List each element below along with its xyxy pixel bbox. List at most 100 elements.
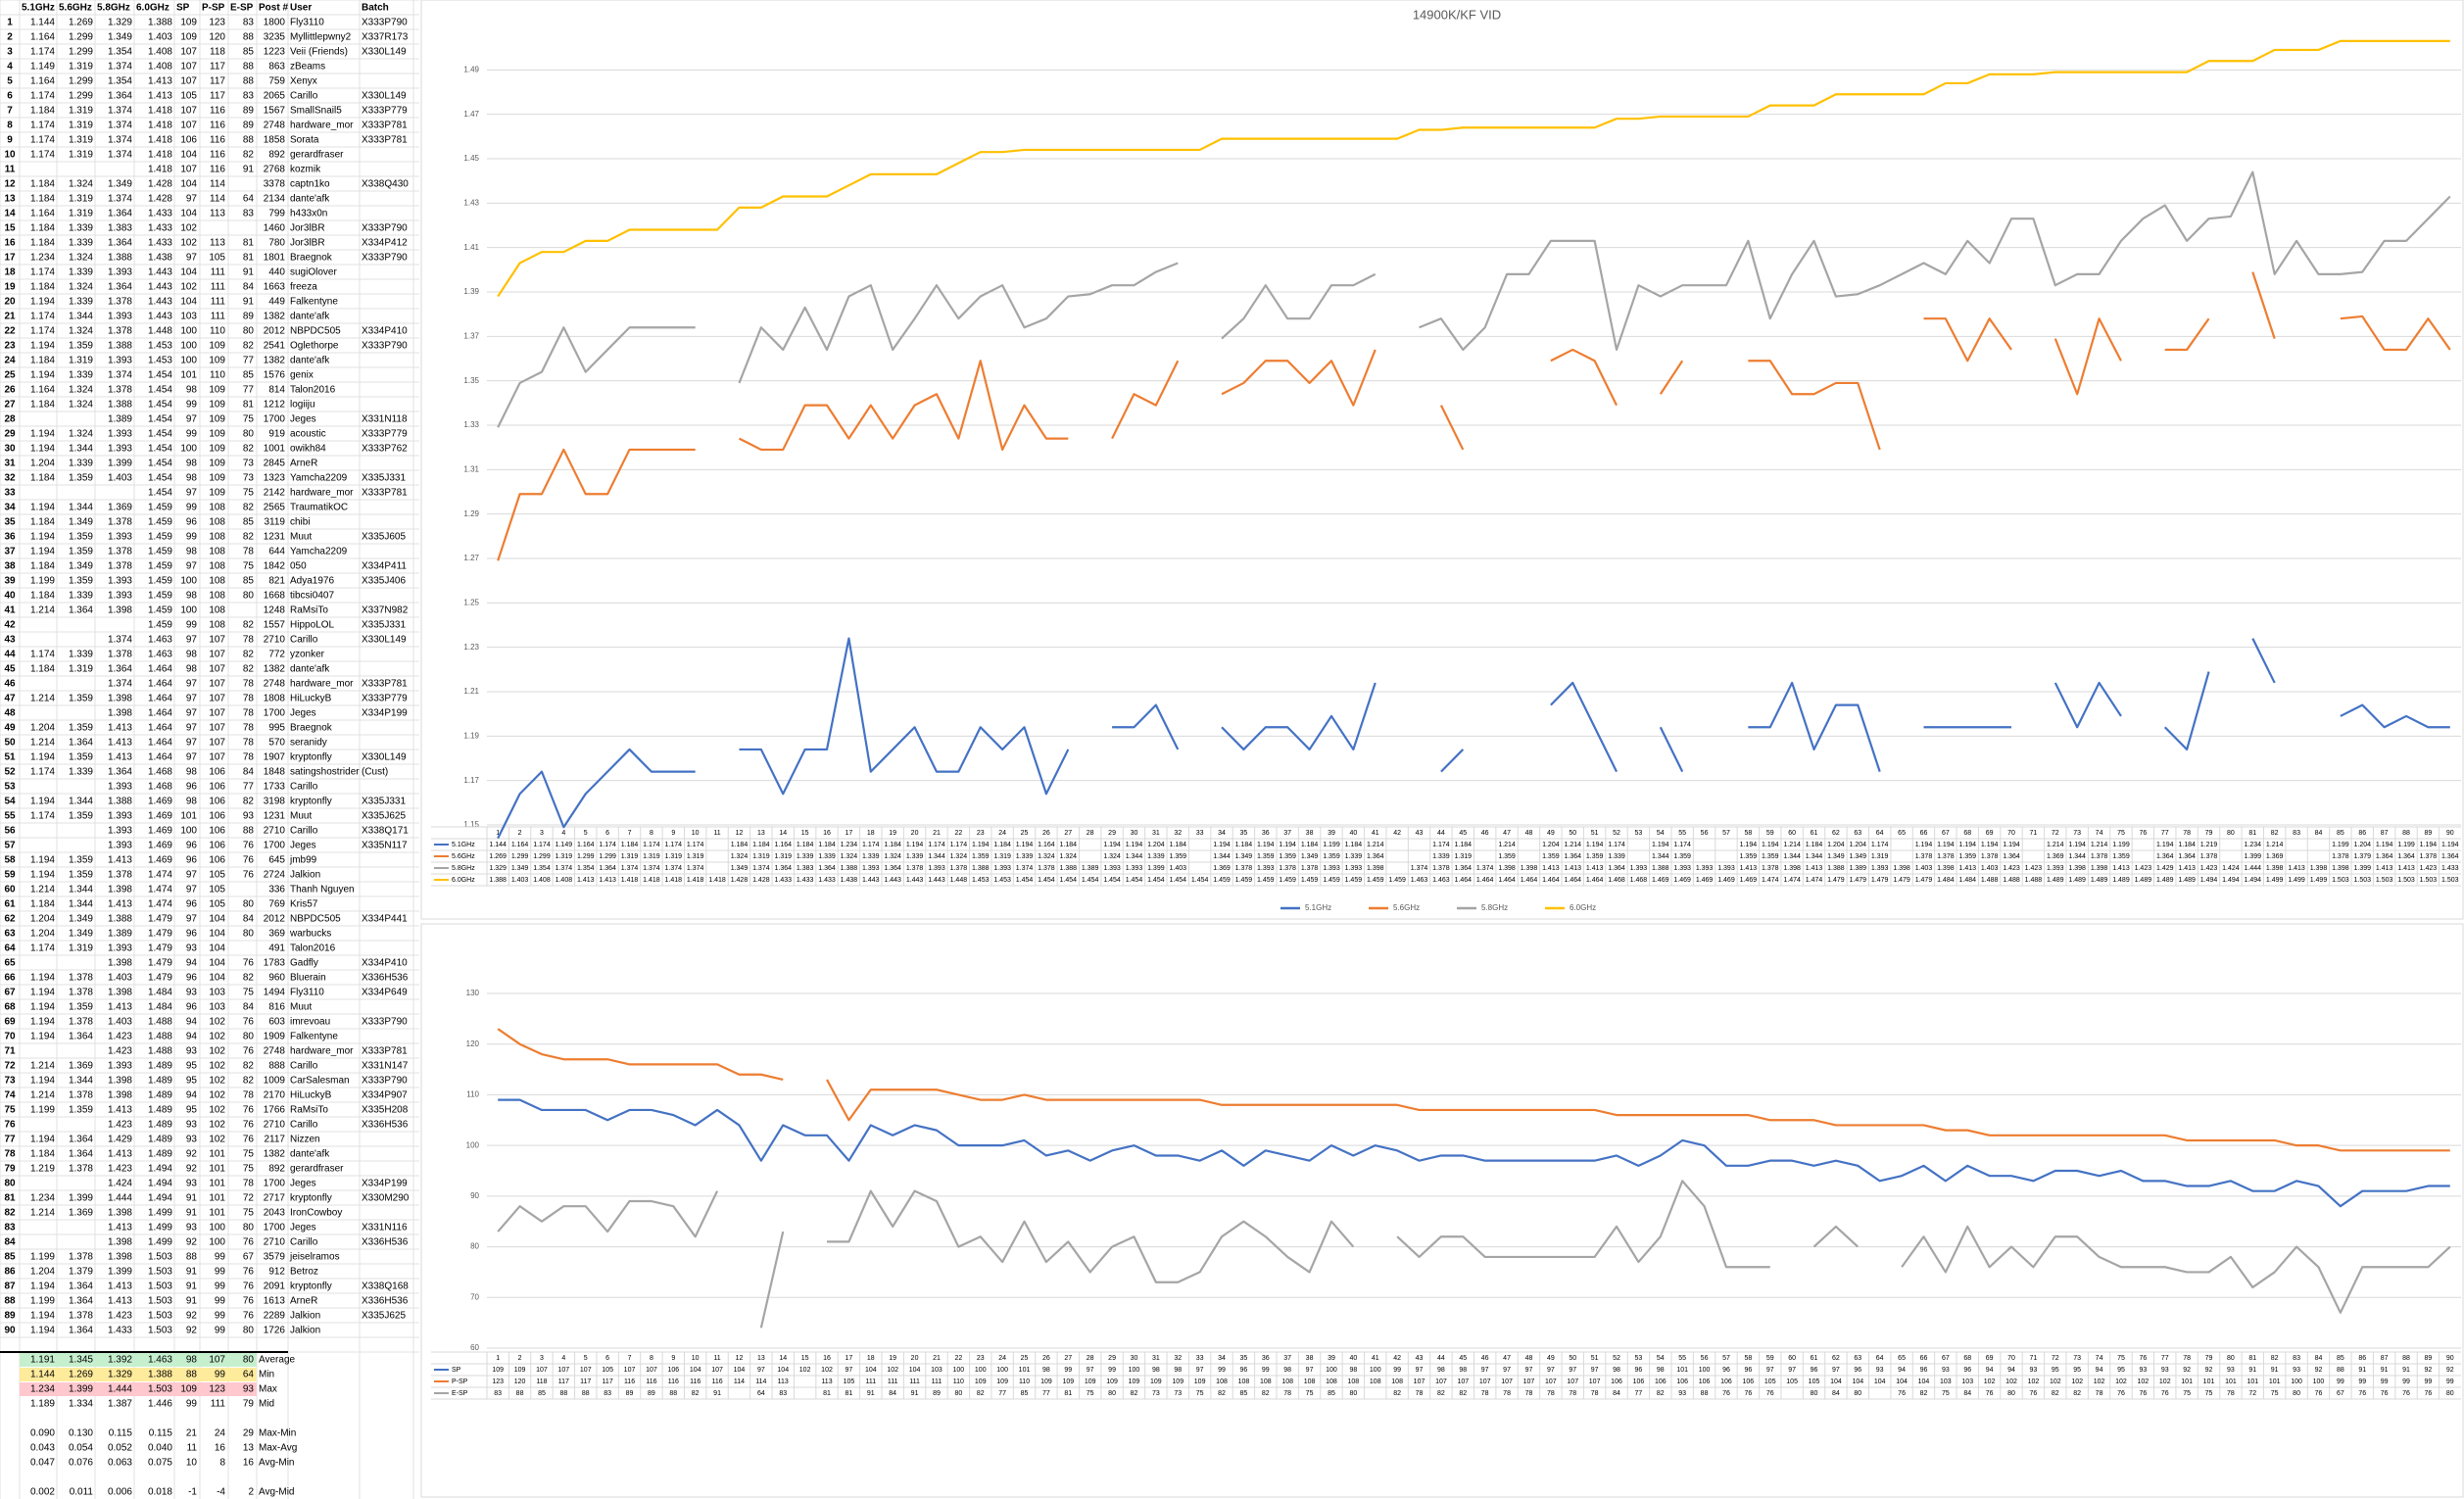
cell: 80 <box>243 929 255 940</box>
strip-value: 1.413 <box>2376 865 2393 872</box>
strip-value: 1.319 <box>556 853 573 860</box>
cell: 100 <box>180 576 197 587</box>
strip-value: 1.399 <box>2353 865 2371 872</box>
cell: 88 <box>243 62 255 73</box>
strip-value: 76 <box>2117 1390 2125 1397</box>
y-tick-label: 100 <box>466 1140 480 1149</box>
cell: 1.349 <box>69 929 93 940</box>
cell: 100 <box>180 341 197 352</box>
strip-value: 101 <box>2225 1378 2237 1385</box>
strip-value: 98 <box>1459 1367 1467 1374</box>
strip-value: 84 <box>889 1390 896 1397</box>
cell: 1.433 <box>108 1326 132 1336</box>
strip-value: 88 <box>2337 1367 2344 1374</box>
cell: 1.479 <box>148 958 172 969</box>
cell: 1.299 <box>69 32 93 43</box>
cell: 1.269 <box>69 18 93 28</box>
cell: 1700 <box>264 414 286 425</box>
cell: 78 <box>243 679 255 690</box>
series-line <box>2251 271 2276 339</box>
cell: 1.459 <box>148 503 172 513</box>
strip-value: 100 <box>996 1367 1008 1374</box>
cell: 111 <box>211 312 226 322</box>
strip-value: 81 <box>1064 1390 1072 1397</box>
cell: 1.319 <box>69 135 93 146</box>
strip-value: 1.369 <box>2266 853 2284 860</box>
cell: 91 <box>186 1281 198 1292</box>
cell: 1.324 <box>69 282 93 293</box>
x-tick-label: 63 <box>1854 830 1861 837</box>
cell: 1.388 <box>108 253 132 264</box>
cell: logiiju <box>290 400 315 411</box>
x-tick-label: 52 <box>1613 1355 1620 1362</box>
cell: 75 <box>243 414 255 425</box>
strip-value: 100 <box>953 1367 965 1374</box>
strip-value: 1.459 <box>1213 877 1231 884</box>
cell: 104 <box>209 914 225 925</box>
y-tick-label: 90 <box>470 1191 479 1200</box>
cell: 114 <box>210 179 225 190</box>
cell: 80 <box>243 899 255 910</box>
cell: 76 <box>243 1296 255 1307</box>
cell: 75 <box>243 1208 255 1219</box>
summary-cell: 0.130 <box>69 1428 93 1439</box>
x-tick-label: 15 <box>801 1355 809 1362</box>
strip-value: 117 <box>603 1378 613 1385</box>
x-tick-label: 1 <box>496 1355 500 1362</box>
cell: 1.459 <box>148 620 172 631</box>
strip-value: 1.454 <box>1060 877 1078 884</box>
summary-cell: 1.392 <box>108 1355 132 1366</box>
x-tick-label: 56 <box>1701 1355 1709 1362</box>
x-tick-label: 65 <box>1898 830 1906 837</box>
x-tick-label: 1 <box>496 830 500 837</box>
cell: 1.184 <box>30 106 55 117</box>
cell: 645 <box>268 855 285 866</box>
cell: 1.464 <box>148 708 172 719</box>
strip-value: 1.413 <box>2178 865 2196 872</box>
strip-value: 84 <box>1832 1390 1840 1397</box>
row-number: 69 <box>4 1017 16 1028</box>
cell: 1.184 <box>30 517 55 528</box>
cell: 93 <box>186 988 198 998</box>
strip-value: 96 <box>1635 1367 1643 1374</box>
cell: 78 <box>243 723 255 734</box>
summary-cell: 107 <box>209 1355 225 1366</box>
strip-value: 77 <box>1042 1390 1050 1397</box>
cell: tibcsi0407 <box>290 591 334 602</box>
cell: dante'afk <box>290 1149 330 1160</box>
strip-value: 109 <box>1129 1378 1140 1385</box>
strip-value: 1.479 <box>1871 877 1889 884</box>
strip-value: 1.388 <box>489 877 507 884</box>
cell: 1.454 <box>148 400 172 411</box>
cell: 1.488 <box>148 1017 172 1028</box>
cell: 1.378 <box>69 1090 93 1101</box>
summary-label: Mid <box>259 1399 274 1410</box>
cell: 1.418 <box>148 165 172 175</box>
cell: 1.503 <box>148 1267 172 1278</box>
strip-value: 1.418 <box>621 877 639 884</box>
cell: 1.174 <box>30 135 55 146</box>
cell: 75 <box>243 1149 255 1160</box>
x-tick-label: 87 <box>2381 1355 2389 1362</box>
x-tick-label: 20 <box>911 1355 919 1362</box>
cell: Carillo <box>290 91 318 102</box>
column-header: 5.1GHz <box>22 3 55 14</box>
row-number: 62 <box>4 914 16 925</box>
strip-value: 75 <box>1942 1390 1950 1397</box>
x-tick-label: 24 <box>998 830 1006 837</box>
strip-value: 1.408 <box>556 877 573 884</box>
cell: 98 <box>186 473 198 484</box>
cell: 78 <box>243 752 255 763</box>
x-tick-label: 11 <box>713 830 720 837</box>
x-tick-label: 72 <box>2052 830 2059 837</box>
strip-value: 100 <box>1370 1367 1381 1374</box>
summary-label: Max <box>259 1384 277 1395</box>
strip-value: 1.484 <box>1958 877 1976 884</box>
x-tick-label: 39 <box>1328 1355 1335 1362</box>
strip-value: 104 <box>1896 1378 1908 1385</box>
cell: 1.393 <box>108 429 132 440</box>
cell: 116 <box>210 106 225 117</box>
cell: 93 <box>186 1135 198 1145</box>
strip-value: 1.329 <box>489 865 507 872</box>
cell: 1.393 <box>108 532 132 543</box>
